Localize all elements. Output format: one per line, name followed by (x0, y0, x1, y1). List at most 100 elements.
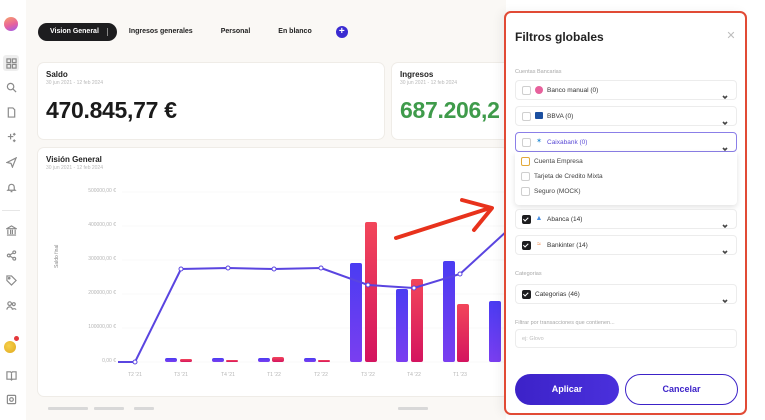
share-icon[interactable] (4, 248, 18, 262)
bbva-icon (535, 112, 543, 120)
tab-en-blanco[interactable]: En blanco (278, 28, 312, 35)
tab-vision-general[interactable]: Vision General (38, 23, 117, 41)
search-icon[interactable] (4, 80, 18, 94)
users-icon[interactable] (4, 298, 18, 312)
bank-icon[interactable] (4, 223, 18, 237)
cancel-button[interactable]: Cancelar (625, 374, 738, 405)
account-label: Abanca (14) (547, 215, 583, 223)
support-icon[interactable] (4, 392, 18, 406)
categories-checkbox[interactable] (522, 289, 531, 299)
y-tick: 100000,00 € (88, 324, 116, 330)
bars-ingresos (165, 261, 501, 362)
annotation-arrow-icon (394, 198, 494, 240)
account-row-caixabank[interactable]: ✶ Caixabank (0) (515, 132, 737, 152)
ingresos-card: Ingresos 30 jun 2021 - 12 feb 2024 687.2… (392, 63, 522, 139)
x-tick: T3 '22 (361, 372, 375, 378)
saldo-date-range: 30 jun 2021 - 12 feb 2024 (46, 80, 103, 86)
y-tick: 0,00 € (102, 358, 116, 364)
subaccount-checkbox[interactable] (521, 172, 530, 181)
send-icon[interactable] (4, 155, 18, 169)
x-tick: T4 '22 (407, 372, 421, 378)
x-tick: T1 '22 (267, 372, 281, 378)
y-tick: 400000,00 € (88, 222, 116, 228)
panel-title: Filtros globales (515, 30, 604, 44)
bankinter-icon: ≈ (537, 241, 541, 248)
tab-ingresos-generales[interactable]: Ingresos generales (128, 28, 193, 35)
categories-label: Categorias (46) (535, 290, 580, 298)
saldo-value: 470.845,77 € (46, 97, 177, 123)
abanca-icon: ▲ (535, 215, 543, 222)
chart-plot (118, 191, 508, 365)
tab-personal[interactable]: Personal (220, 28, 251, 35)
book-icon[interactable] (4, 368, 18, 382)
account-row-bbva[interactable]: BBVA (0) (515, 106, 737, 126)
ingresos-title: Ingresos (400, 70, 434, 79)
chevron-down-icon[interactable] (722, 216, 728, 229)
account-checkbox[interactable] (522, 137, 531, 147)
account-checkbox[interactable] (522, 240, 531, 250)
text-filter-label: Filtrar por transacciones que contienen.… (515, 320, 615, 326)
subaccount-label: Tarjeta de Credito Mixta (534, 173, 603, 180)
ingresos-date-range: 30 jun 2021 - 12 feb 2024 (400, 80, 457, 86)
subaccount-tarjeta-credito-mixta[interactable]: Tarjeta de Credito Mixta (521, 172, 603, 181)
categories-section-label: Categorias (515, 271, 542, 277)
account-row-banco-manual[interactable]: Banco manual (0) (515, 80, 737, 100)
y-axis: 500000,00 € 400000,00 € 300000,00 € 2000… (58, 188, 116, 368)
account-checkbox[interactable] (522, 214, 531, 224)
transaction-text-filter-input[interactable] (515, 329, 737, 348)
user-avatar[interactable] (4, 341, 16, 353)
account-label: Banco manual (0) (547, 86, 599, 94)
y-tick: 500000,00 € (88, 188, 116, 194)
sparkle-icon[interactable] (4, 130, 18, 144)
y-tick: 300000,00 € (88, 256, 116, 262)
caixabank-subaccounts-dropdown: Cuenta Empresa Tarjeta de Credito Mixta … (515, 152, 737, 205)
chart-date-range: 30 jun 2021 - 12 feb 2024 (46, 165, 103, 171)
chevron-down-icon[interactable] (722, 291, 728, 304)
chevron-down-icon[interactable] (722, 113, 728, 126)
saldo-line (118, 229, 508, 363)
app-logo[interactable] (4, 17, 18, 31)
apply-button[interactable]: Aplicar (515, 374, 619, 405)
banco-manual-icon (535, 86, 543, 94)
bars-gastos (180, 222, 469, 362)
account-checkbox[interactable] (522, 111, 531, 121)
account-label: Bankinter (14) (547, 241, 588, 249)
grid-icon[interactable] (3, 55, 19, 71)
account-label: BBVA (0) (547, 112, 574, 120)
document-icon[interactable] (4, 105, 18, 119)
categories-row[interactable]: Categorias (46) (515, 284, 737, 304)
main-content: Vision General Ingresos generales Person… (26, 0, 522, 420)
x-tick: T2 '21 (128, 372, 142, 378)
y-tick: 200000,00 € (88, 290, 116, 296)
account-label: Caixabank (0) (547, 138, 588, 146)
account-row-abanca[interactable]: ▲ Abanca (14) (515, 209, 737, 229)
next-cards-peek (38, 402, 508, 420)
chevron-down-icon[interactable] (722, 139, 728, 152)
bell-icon[interactable] (4, 180, 18, 194)
add-tab-button[interactable]: + (335, 26, 348, 38)
chevron-down-icon[interactable] (722, 242, 728, 255)
sidebar-divider (2, 210, 20, 211)
x-tick: T4 '21 (221, 372, 235, 378)
sidebar (0, 0, 24, 420)
global-filters-panel: Filtros globales ✕ Cuentas Bancarias Ban… (504, 11, 747, 415)
notification-dot (14, 336, 19, 341)
chart-title: Visión General (46, 155, 102, 164)
subaccount-label: Cuenta Empresa (534, 158, 583, 165)
close-icon[interactable]: ✕ (726, 30, 736, 42)
x-tick: T2 '22 (314, 372, 328, 378)
vision-general-chart-card: Visión General 30 jun 2021 - 12 feb 2024… (38, 148, 508, 396)
accounts-section-label: Cuentas Bancarias (515, 69, 562, 75)
tag-icon[interactable] (4, 273, 18, 287)
subaccount-seguro-mock[interactable]: Seguro (MOCK) (521, 187, 581, 196)
subaccount-checkbox[interactable] (521, 187, 530, 196)
chevron-down-icon[interactable] (722, 87, 728, 100)
x-tick: T1 '23 (453, 372, 467, 378)
saldo-card: Saldo 30 jun 2021 - 12 feb 2024 470.845,… (38, 63, 384, 139)
account-row-bankinter[interactable]: ≈ Bankinter (14) (515, 235, 737, 255)
caixabank-icon: ✶ (536, 138, 542, 145)
subaccount-cuenta-empresa[interactable]: Cuenta Empresa (521, 157, 583, 166)
subaccount-checkbox[interactable] (521, 157, 530, 166)
account-checkbox[interactable] (522, 85, 531, 95)
